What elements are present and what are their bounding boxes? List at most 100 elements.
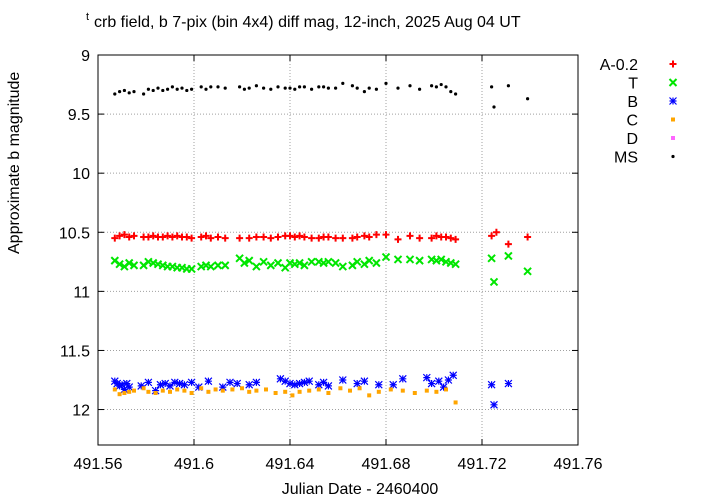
- data-point: [453, 400, 458, 405]
- data-point: [266, 261, 276, 270]
- data-point: [161, 379, 170, 388]
- data-point: [216, 85, 220, 89]
- data-point: [206, 389, 211, 394]
- data-point: [487, 380, 496, 389]
- data-point: [230, 387, 235, 392]
- data-point: [436, 255, 446, 264]
- data-point: [168, 389, 172, 394]
- data-point: [322, 85, 326, 89]
- data-point: [142, 92, 146, 96]
- data-point: [492, 228, 500, 236]
- data-point: [367, 86, 371, 90]
- data-point: [451, 259, 460, 269]
- data-point: [434, 377, 443, 386]
- data-point: [223, 86, 227, 90]
- x-tick-label: 491.6: [174, 456, 214, 473]
- data-point: [122, 379, 131, 388]
- data-point: [492, 105, 496, 109]
- data-point: [298, 85, 302, 89]
- data-point: [350, 84, 354, 88]
- data-point: [120, 385, 129, 394]
- data-point: [120, 231, 128, 239]
- data-point: [416, 234, 424, 242]
- data-point: [204, 87, 208, 91]
- data-point: [432, 232, 440, 240]
- data-point: [242, 87, 246, 91]
- data-point: [314, 380, 323, 389]
- data-point: [213, 261, 223, 270]
- data-point: [357, 386, 362, 391]
- legend-marker: [668, 78, 678, 87]
- data-point: [180, 86, 184, 90]
- data-point: [439, 383, 448, 392]
- y-tick-label: 9.5: [68, 107, 90, 124]
- data-point: [118, 90, 122, 94]
- data-point: [129, 261, 139, 270]
- data-point: [523, 267, 532, 276]
- data-point: [365, 233, 373, 241]
- data-point: [372, 231, 380, 239]
- data-point: [295, 379, 304, 388]
- data-point: [180, 380, 189, 389]
- data-point: [338, 262, 348, 271]
- data-point: [504, 251, 513, 261]
- data-point: [137, 381, 146, 390]
- data-point: [488, 232, 496, 240]
- data-point: [412, 391, 417, 395]
- data-point: [276, 374, 285, 383]
- data-point: [288, 86, 292, 90]
- y-tick-label: 11.5: [60, 343, 90, 360]
- data-point: [144, 378, 153, 387]
- data-point: [115, 259, 124, 269]
- series-a-0-2: [111, 228, 532, 248]
- data-point: [449, 371, 458, 380]
- y-axis-label: Approximate b magnitude: [6, 71, 23, 254]
- legend-marker: [671, 154, 675, 159]
- data-point: [439, 82, 443, 87]
- series-ms: [113, 81, 530, 109]
- data-point: [151, 88, 155, 93]
- data-point: [398, 374, 407, 383]
- data-point: [308, 234, 316, 242]
- data-point: [334, 86, 338, 90]
- data-point: [326, 86, 330, 90]
- data-point: [360, 377, 369, 386]
- data-point: [302, 85, 306, 89]
- data-point: [300, 233, 308, 241]
- data-point: [290, 393, 295, 398]
- data-point: [185, 88, 189, 93]
- data-point: [316, 387, 321, 392]
- data-point: [127, 91, 131, 95]
- data-point: [244, 256, 254, 265]
- data-point: [254, 388, 259, 393]
- data-point: [424, 388, 429, 393]
- data-point: [170, 378, 179, 387]
- data-point: [175, 87, 179, 91]
- data-point: [338, 386, 343, 391]
- x-axis-label: Julian Date - 2460400: [281, 481, 439, 498]
- data-point: [156, 380, 165, 389]
- data-point: [291, 233, 299, 241]
- data-point: [324, 233, 332, 241]
- data-point: [221, 234, 229, 242]
- data-point: [122, 391, 127, 395]
- data-point: [153, 391, 158, 395]
- data-point: [406, 232, 414, 240]
- data-point: [218, 383, 227, 392]
- legend-marker: [669, 97, 677, 105]
- data-point: [189, 391, 194, 395]
- data-point: [317, 85, 321, 89]
- data-point: [449, 90, 453, 94]
- data-point: [245, 380, 254, 389]
- data-point: [339, 234, 347, 242]
- data-point: [283, 389, 288, 394]
- data-point: [254, 84, 258, 88]
- data-point: [490, 85, 494, 89]
- data-point: [166, 87, 170, 91]
- y-tick-label: 11: [73, 284, 90, 301]
- data-point: [127, 389, 132, 394]
- data-point: [293, 87, 297, 91]
- plot-border: [97, 54, 579, 446]
- data-point: [326, 391, 331, 395]
- data-point: [132, 90, 136, 94]
